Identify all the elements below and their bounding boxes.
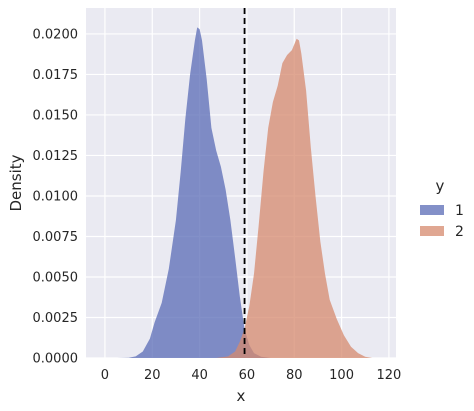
x-tick-label: 20 bbox=[144, 368, 161, 383]
x-tick-label: 40 bbox=[191, 368, 208, 383]
x-tick-label: 0 bbox=[101, 368, 109, 383]
legend-swatch-2 bbox=[420, 226, 444, 236]
y-tick-label: 0.0000 bbox=[33, 352, 79, 367]
plot-area bbox=[86, 8, 396, 358]
y-tick-label: 0.0025 bbox=[33, 311, 79, 326]
x-axis-label: x bbox=[237, 387, 246, 405]
x-tick-label: 100 bbox=[329, 368, 354, 383]
y-tick-label: 0.0175 bbox=[33, 68, 79, 83]
y-tick-label: 0.0100 bbox=[33, 189, 79, 204]
legend-label-2: 2 bbox=[455, 224, 464, 240]
density-area-1 bbox=[116, 27, 271, 359]
density-area-2 bbox=[216, 38, 373, 359]
y-tick-label: 0.0200 bbox=[33, 27, 79, 42]
y-tick-label: 0.0150 bbox=[33, 108, 79, 123]
x-tick-label: 120 bbox=[376, 368, 401, 383]
legend-swatch-1 bbox=[420, 205, 444, 215]
legend-title: y bbox=[436, 177, 445, 195]
legend: y 1 2 bbox=[420, 177, 464, 240]
y-tick-label: 0.0050 bbox=[33, 270, 79, 285]
y-tick-label: 0.0075 bbox=[33, 230, 79, 245]
x-tick-label: 60 bbox=[239, 368, 256, 383]
y-axis-label: Density bbox=[7, 154, 25, 211]
y-tick-label: 0.0125 bbox=[33, 149, 79, 164]
x-tick-label: 80 bbox=[286, 368, 303, 383]
legend-label-1: 1 bbox=[455, 203, 464, 219]
